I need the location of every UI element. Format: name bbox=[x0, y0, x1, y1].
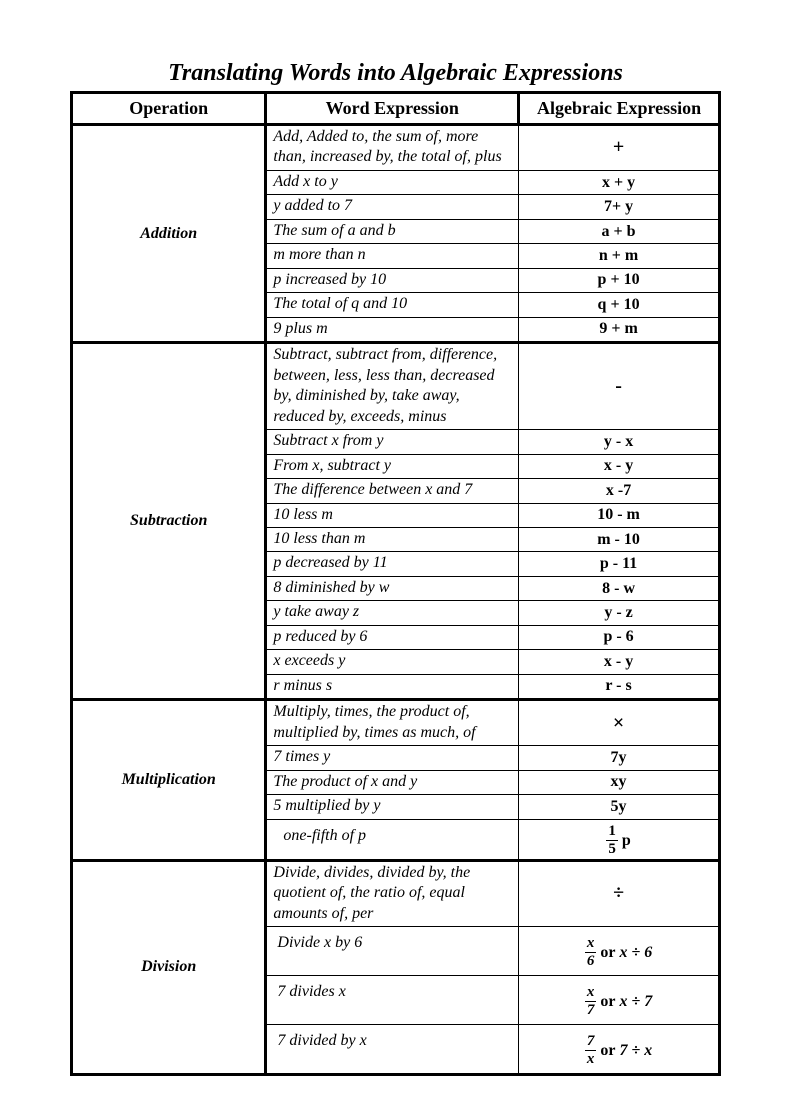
algebraic-cell: 9 + m bbox=[519, 317, 720, 342]
fraction-denominator: 6 bbox=[585, 953, 597, 969]
algebraic-cell: 1 5 p bbox=[519, 819, 720, 860]
or-label: or bbox=[600, 943, 615, 962]
algebraic-cell: 7y bbox=[519, 746, 720, 770]
word-cell: Divide, divides, divided by, the quotien… bbox=[266, 860, 519, 926]
word-cell: 8 diminished by w bbox=[266, 576, 519, 600]
algebraic-cell: p - 6 bbox=[519, 625, 720, 649]
word-cell: 7 times y bbox=[266, 746, 519, 770]
word-cell: p reduced by 6 bbox=[266, 625, 519, 649]
algebraic-cell: n + m bbox=[519, 244, 720, 268]
table-row: Subtraction Subtract, subtract from, dif… bbox=[72, 343, 720, 430]
table-row: Addition Add, Added to, the sum of, more… bbox=[72, 125, 720, 171]
word-cell: r minus s bbox=[266, 674, 519, 699]
or-label: or bbox=[600, 992, 615, 1011]
algebraic-cell: x 6 or x ÷ 6 bbox=[519, 927, 720, 976]
algebraic-cell: p + 10 bbox=[519, 268, 720, 292]
word-cell: The difference between x and 7 bbox=[266, 479, 519, 503]
word-cell: 10 less m bbox=[266, 503, 519, 527]
algebraic-cell: x 7 or x ÷ 7 bbox=[519, 976, 720, 1025]
operation-subtraction: Subtraction bbox=[72, 343, 266, 700]
word-cell: 5 multiplied by y bbox=[266, 795, 519, 819]
alt-expression: x ÷ 7 bbox=[619, 992, 652, 1011]
word-cell: Divide x by 6 bbox=[266, 927, 519, 976]
word-cell: Subtract x from y bbox=[266, 430, 519, 454]
word-cell: p increased by 10 bbox=[266, 268, 519, 292]
table-header-row: Operation Word Expression Algebraic Expr… bbox=[72, 93, 720, 125]
algebraic-cell: 5y bbox=[519, 795, 720, 819]
operation-multiplication: Multiplication bbox=[72, 700, 266, 860]
header-word-expression: Word Expression bbox=[266, 93, 519, 125]
header-operation: Operation bbox=[72, 93, 266, 125]
algebraic-cell: p - 11 bbox=[519, 552, 720, 576]
algebraic-cell: y - z bbox=[519, 601, 720, 625]
word-cell: Add x to y bbox=[266, 170, 519, 194]
word-cell: 7 divided by x bbox=[266, 1025, 519, 1075]
or-label: or bbox=[600, 1041, 615, 1060]
word-cell: 7 divides x bbox=[266, 976, 519, 1025]
algebraic-cell: x - y bbox=[519, 650, 720, 674]
fraction-numerator: x bbox=[585, 936, 597, 953]
word-cell: Subtract, subtract from, difference, bet… bbox=[266, 343, 519, 430]
word-cell: From x, subtract y bbox=[266, 454, 519, 478]
algebraic-cell: x + y bbox=[519, 170, 720, 194]
word-cell: x exceeds y bbox=[266, 650, 519, 674]
fraction-numerator: x bbox=[585, 985, 597, 1002]
algebraic-cell: xy bbox=[519, 770, 720, 794]
word-cell: y take away z bbox=[266, 601, 519, 625]
algebraic-cell: 10 - m bbox=[519, 503, 720, 527]
algebraic-cell: x -7 bbox=[519, 479, 720, 503]
algebraic-cell: × bbox=[519, 700, 720, 746]
alt-expression: 7 ÷ x bbox=[619, 1041, 652, 1060]
fraction: 7 x bbox=[585, 1034, 597, 1067]
fraction-denominator: x bbox=[585, 1051, 597, 1067]
operation-division: Division bbox=[72, 860, 266, 1074]
algebraic-cell: ÷ bbox=[519, 860, 720, 926]
word-cell: 9 plus m bbox=[266, 317, 519, 342]
fraction-numerator: 1 bbox=[606, 824, 618, 841]
algebraic-cell: x - y bbox=[519, 454, 720, 478]
word-cell: m more than n bbox=[266, 244, 519, 268]
fraction-rest: p bbox=[622, 831, 631, 850]
page-title: Translating Words into Algebraic Express… bbox=[70, 60, 721, 87]
reference-table: Operation Word Expression Algebraic Expr… bbox=[70, 91, 721, 1076]
algebraic-cell: 7+ y bbox=[519, 195, 720, 219]
word-cell: 10 less than m bbox=[266, 527, 519, 551]
fraction-denominator: 5 bbox=[606, 841, 618, 857]
algebraic-cell: a + b bbox=[519, 219, 720, 243]
algebraic-cell: + bbox=[519, 125, 720, 171]
algebraic-cell: y - x bbox=[519, 430, 720, 454]
fraction: 1 5 bbox=[606, 824, 618, 857]
operation-addition: Addition bbox=[72, 125, 266, 343]
word-cell: p decreased by 11 bbox=[266, 552, 519, 576]
algebraic-cell: - bbox=[519, 343, 720, 430]
table-row: Multiplication Multiply, times, the prod… bbox=[72, 700, 720, 746]
table-row: Division Divide, divides, divided by, th… bbox=[72, 860, 720, 926]
word-cell: The total of q and 10 bbox=[266, 293, 519, 317]
word-cell: The sum of a and b bbox=[266, 219, 519, 243]
fraction: x 6 bbox=[585, 936, 597, 969]
word-cell: one-fifth of p bbox=[266, 819, 519, 860]
word-cell: Multiply, times, the product of, multipl… bbox=[266, 700, 519, 746]
word-cell: Add, Added to, the sum of, more than, in… bbox=[266, 125, 519, 171]
header-algebraic-expression: Algebraic Expression bbox=[519, 93, 720, 125]
word-cell: The product of x and y bbox=[266, 770, 519, 794]
algebraic-cell: 7 x or 7 ÷ x bbox=[519, 1025, 720, 1075]
fraction: x 7 bbox=[585, 985, 597, 1018]
fraction-numerator: 7 bbox=[585, 1034, 597, 1051]
algebraic-cell: m - 10 bbox=[519, 527, 720, 551]
fraction-denominator: 7 bbox=[585, 1002, 597, 1018]
algebraic-cell: q + 10 bbox=[519, 293, 720, 317]
algebraic-cell: r - s bbox=[519, 674, 720, 699]
algebraic-cell: 8 - w bbox=[519, 576, 720, 600]
alt-expression: x ÷ 6 bbox=[619, 943, 652, 962]
word-cell: y added to 7 bbox=[266, 195, 519, 219]
